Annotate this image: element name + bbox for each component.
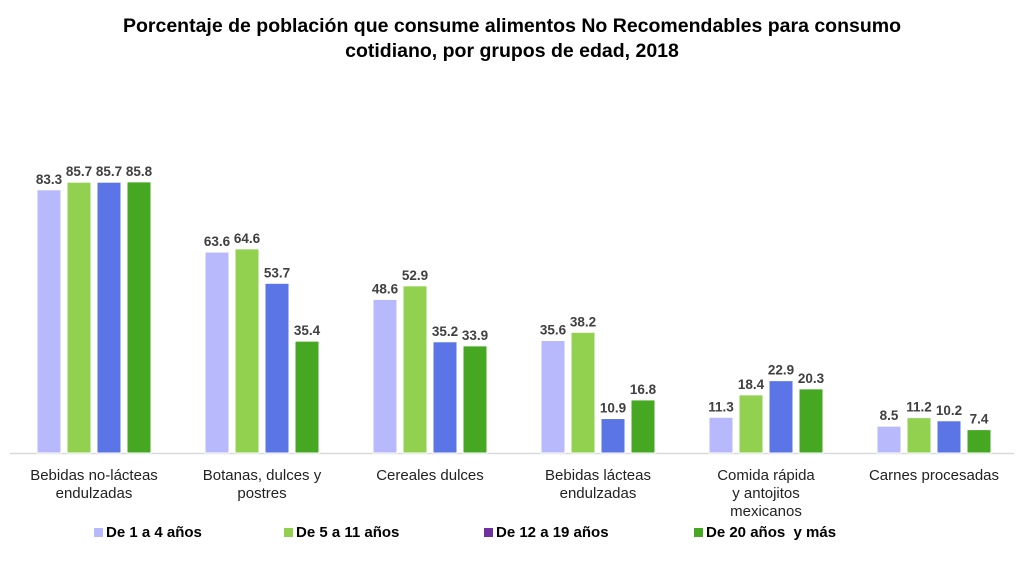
legend-label: De 12 a 19 años bbox=[496, 524, 609, 541]
category-label-line: Comida rápida bbox=[717, 467, 815, 484]
legend-label: De 5 a 11 años bbox=[296, 524, 400, 541]
bar bbox=[204, 251, 230, 454]
chart-title-line-1: Porcentaje de población que consume alim… bbox=[122, 15, 902, 37]
category-label-line: y antojitos bbox=[732, 485, 800, 502]
bar bbox=[600, 418, 626, 454]
data-label: 20.3 bbox=[798, 371, 825, 386]
data-label: 33.9 bbox=[462, 328, 488, 343]
bar bbox=[708, 416, 734, 454]
bar bbox=[36, 189, 62, 454]
bar bbox=[96, 181, 122, 454]
bar bbox=[936, 420, 962, 454]
bar bbox=[432, 341, 458, 454]
data-label: 85.7 bbox=[96, 164, 122, 179]
category-label-line: endulzadas bbox=[56, 485, 133, 502]
category-label-line: endulzadas bbox=[560, 485, 637, 502]
category-label-line: Bebidas no-lácteas bbox=[30, 467, 158, 484]
legend-swatch bbox=[694, 528, 703, 537]
data-label: 7.4 bbox=[970, 412, 989, 427]
data-label: 52.9 bbox=[402, 268, 428, 283]
data-label: 22.9 bbox=[768, 363, 794, 378]
legend-swatch bbox=[284, 528, 293, 537]
bar bbox=[264, 282, 290, 454]
legend-item-5-11: De 5 a 11 años bbox=[284, 524, 399, 541]
data-label: 35.6 bbox=[540, 323, 567, 338]
legend-label: De 20 años y más bbox=[706, 524, 837, 541]
data-label: 63.6 bbox=[204, 234, 231, 249]
bar bbox=[570, 331, 596, 454]
legend: De 1 a 4 años De 5 a 11 años De 12 a 19 … bbox=[0, 524, 1024, 548]
category-label: Cereales dulces bbox=[376, 467, 484, 484]
category-label-line: Botanas, dulces y bbox=[203, 467, 322, 484]
bar bbox=[234, 248, 260, 454]
legend-swatch bbox=[484, 528, 493, 537]
bar bbox=[738, 394, 764, 454]
category-label: Bebidas no-lácteas endulzadas bbox=[30, 467, 158, 502]
bar bbox=[876, 425, 902, 454]
bar bbox=[462, 345, 488, 454]
category-label: Botanas, dulces y postres bbox=[203, 467, 322, 502]
category-label-line: Carnes procesadas bbox=[869, 467, 999, 484]
bar bbox=[768, 380, 794, 454]
bar bbox=[66, 181, 92, 454]
data-label: 16.8 bbox=[630, 382, 657, 397]
data-label: 8.5 bbox=[880, 408, 899, 423]
category-label-line: mexicanos bbox=[730, 503, 802, 520]
category-label: Bebidas lácteas endulzadas bbox=[545, 467, 651, 502]
bar bbox=[798, 388, 824, 454]
legend-swatch bbox=[94, 528, 103, 537]
bar bbox=[126, 181, 152, 454]
legend-item-20-plus: De 20 años y más bbox=[694, 524, 836, 541]
bar bbox=[966, 429, 992, 454]
data-label: 10.2 bbox=[936, 403, 962, 418]
data-label: 18.4 bbox=[738, 377, 765, 392]
data-label: 83.3 bbox=[36, 172, 63, 187]
bar bbox=[372, 298, 398, 454]
data-label: 38.2 bbox=[570, 314, 596, 329]
data-label: 10.9 bbox=[600, 401, 626, 416]
data-label: 85.7 bbox=[66, 164, 92, 179]
category-label-line: Bebidas lácteas bbox=[545, 467, 651, 484]
data-label: 85.8 bbox=[126, 164, 153, 179]
data-label: 11.2 bbox=[906, 400, 932, 415]
bar bbox=[906, 417, 932, 454]
legend-label: De 1 a 4 años bbox=[106, 524, 202, 541]
bar bbox=[294, 340, 320, 454]
data-label: 64.6 bbox=[234, 231, 261, 246]
legend-item-12-19: De 12 a 19 años bbox=[484, 524, 609, 541]
category-label-line: Cereales dulces bbox=[376, 467, 484, 484]
category-label: Comida rápida y antojitos mexicanos bbox=[717, 467, 815, 520]
legend-item-1-4: De 1 a 4 años bbox=[94, 524, 202, 541]
bar bbox=[402, 285, 428, 454]
chart-title-line-2: cotidiano, por grupos de edad, 2018 bbox=[345, 40, 679, 62]
data-label: 35.4 bbox=[294, 323, 321, 338]
chart-title: Porcentaje de población que consume alim… bbox=[0, 14, 1024, 64]
category-label: Carnes procesadas bbox=[869, 467, 999, 484]
data-label: 53.7 bbox=[264, 265, 290, 280]
data-label: 48.6 bbox=[372, 281, 399, 296]
data-label: 35.2 bbox=[432, 324, 458, 339]
data-label: 11.3 bbox=[708, 399, 734, 414]
category-label-line: postres bbox=[237, 485, 286, 502]
bar bbox=[540, 340, 566, 454]
bar bbox=[630, 399, 656, 454]
